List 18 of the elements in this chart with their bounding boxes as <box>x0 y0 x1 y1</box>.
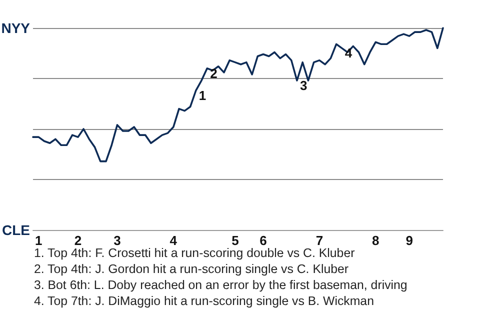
text: NYY <box>1 20 31 36</box>
x-tick-label: 1 <box>35 233 42 248</box>
text: 3. Bot 6th: L. Doby reached on an error by the first baseman, driving <box>34 277 408 293</box>
x-tick-label: 9 <box>406 233 413 248</box>
x-tick-label: 5 <box>232 233 239 248</box>
text: CLE <box>2 222 30 238</box>
x-tick-label: 8 <box>372 233 380 248</box>
x-tick-label: 2 <box>74 233 82 248</box>
x-tick-label: 7 <box>316 233 324 248</box>
x-tick-label: 4 <box>170 233 178 248</box>
annotation: 2 <box>210 66 218 81</box>
x-tick-label: 6 <box>260 233 267 248</box>
x-tick-label: 3 <box>114 233 121 248</box>
text: 4. Top 7th: J. DiMaggio hit a run-scoring single vs B. Wickman <box>34 293 375 309</box>
annotation: 3 <box>300 78 308 94</box>
annotation: 1 <box>198 88 206 104</box>
text: 1. Top 4th: F. Crosetti hit a run-scoring double vs C. Kluber <box>34 246 355 260</box>
text: 2. Top 4th: J. Gordon hit a run-scoring single vs C. Kluber <box>34 261 350 277</box>
